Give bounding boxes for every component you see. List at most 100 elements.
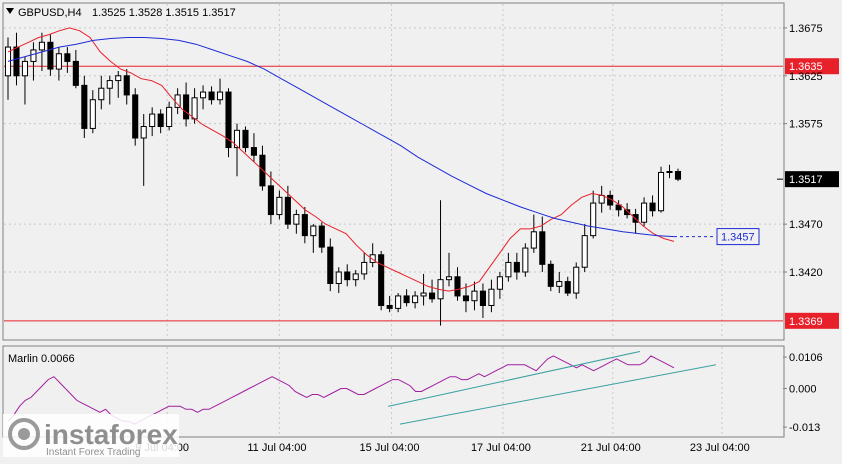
candle-body <box>488 288 495 307</box>
candle-body <box>318 225 325 248</box>
candle-body <box>547 263 554 287</box>
candle-body <box>522 247 529 273</box>
main-plot-frame <box>2 2 785 341</box>
candle-body <box>166 106 173 128</box>
candle-body <box>183 94 190 120</box>
candle-body <box>513 261 520 273</box>
candle-body <box>38 41 45 51</box>
candle-body <box>149 113 156 128</box>
resistance-label: 1.3635 <box>789 61 823 73</box>
candle-body <box>581 235 588 268</box>
candle-body <box>556 281 563 287</box>
candle-body <box>55 53 62 70</box>
candle-body <box>666 171 673 173</box>
candle-body <box>30 49 37 62</box>
candle-body <box>429 292 436 300</box>
candle-body <box>140 126 147 139</box>
candle-body <box>361 261 368 275</box>
support-label-box <box>785 312 839 329</box>
channel-lower-line <box>399 364 717 425</box>
candle-body <box>445 276 453 281</box>
y-tick-label: 1.3675 <box>789 23 823 35</box>
candle-body <box>624 209 631 216</box>
candle-body <box>335 271 342 284</box>
osc-tick-label: 0.000 <box>789 384 817 396</box>
instaforex-logo: instaforex Instant Forex Trading <box>3 414 179 458</box>
candle-body <box>115 75 122 82</box>
logo-brand: instaforex <box>44 419 178 450</box>
candle-body <box>378 254 385 306</box>
candle-body <box>216 91 224 101</box>
support-label: 1.3369 <box>789 316 823 328</box>
candle-body <box>200 91 207 99</box>
candle-body <box>573 266 580 294</box>
x-tick-label: 15 Jul 04:00 <box>360 442 420 454</box>
y-tick-label: 1.3470 <box>789 219 823 231</box>
candle-body <box>64 53 71 62</box>
candle-body <box>276 196 283 216</box>
candle-body <box>284 196 291 225</box>
candle-body <box>590 202 597 237</box>
x-tick-label: 11 Jul 04:00 <box>247 442 306 454</box>
candle-body <box>293 214 300 225</box>
ma-fast-line <box>7 27 675 292</box>
candle-body <box>412 295 419 304</box>
candle-body <box>250 147 257 156</box>
grid <box>4 4 783 436</box>
candle-body <box>344 271 351 281</box>
candle-body <box>386 305 393 309</box>
candle-body <box>81 84 88 129</box>
candle-body <box>471 290 478 302</box>
candle-body <box>641 202 648 223</box>
ma-slow-line <box>7 37 675 238</box>
candle-body <box>352 273 359 281</box>
candle-body <box>106 80 113 89</box>
candle-body <box>259 154 266 187</box>
candle-body <box>657 171 665 212</box>
candle-body <box>564 281 571 294</box>
candle-body <box>4 46 12 77</box>
candle-body <box>598 194 605 204</box>
symbol-label: GBPUSD,H4 <box>18 7 82 19</box>
logo-tagline: Instant Forex Trading <box>46 447 141 458</box>
horizontal-levels: 1.3635 1.3369 1.3517 <box>4 58 839 329</box>
x-tick-label: 21 Jul 04:00 <box>581 442 641 454</box>
candle-body <box>191 97 198 120</box>
candle-body <box>132 94 139 139</box>
candle-body <box>479 290 486 306</box>
candle-body <box>649 202 656 212</box>
ohlc-values: 1.3525 1.3528 1.3515 1.3517 <box>92 7 236 19</box>
candle-body <box>13 46 20 77</box>
candle-body <box>267 185 274 216</box>
candle-body <box>47 41 54 70</box>
candle-body <box>327 246 334 284</box>
forecast-label-box <box>716 228 760 246</box>
current-price-box <box>785 171 839 188</box>
candle-body <box>157 113 164 128</box>
candle-body <box>225 91 232 149</box>
dropdown-triangle-icon[interactable] <box>6 8 14 14</box>
resistance-label-box <box>785 58 839 75</box>
y-tick-label: 1.3420 <box>789 267 823 279</box>
osc-tick-label: 0.0106 <box>789 352 823 364</box>
x-tick-label: 23 Jul 04:00 <box>690 442 750 454</box>
candle-body <box>505 261 512 278</box>
candle-body <box>395 295 402 309</box>
candle-body <box>454 276 461 297</box>
candle-body <box>123 75 130 96</box>
current-price-label: 1.3517 <box>789 174 823 186</box>
candle-body <box>615 204 622 211</box>
y-tick-label: 1.3575 <box>789 119 823 131</box>
candles <box>4 32 682 326</box>
candle-body <box>21 60 29 77</box>
logo-icon <box>8 418 40 450</box>
channel-upper-line <box>387 350 641 407</box>
candle-body <box>208 91 215 101</box>
candle-body <box>242 129 249 149</box>
candle-body <box>496 276 503 290</box>
candle-body <box>462 295 470 302</box>
candle-body <box>89 99 96 129</box>
candle-body <box>539 231 546 265</box>
